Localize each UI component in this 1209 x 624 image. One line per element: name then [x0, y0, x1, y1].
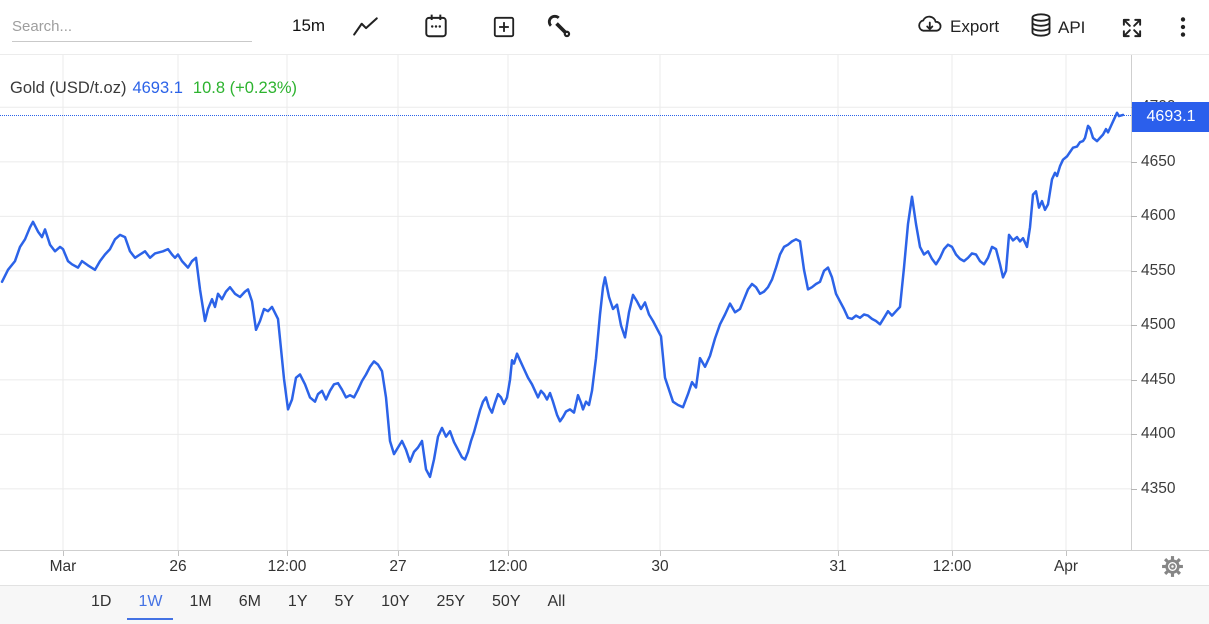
range-tab-1y[interactable]: 1Y	[287, 593, 308, 610]
compare-add-button[interactable]	[491, 14, 517, 40]
y-axis-tick	[1131, 380, 1137, 381]
x-axis-label: 12:00	[488, 558, 528, 575]
y-axis-label: 4350	[1141, 480, 1176, 497]
y-axis-label: 4400	[1141, 425, 1176, 442]
x-axis-label: 12:00	[267, 558, 307, 575]
kebab-menu-icon	[1170, 17, 1196, 43]
range-tab-25y[interactable]: 25Y	[436, 593, 466, 610]
export-label: Export	[950, 16, 1000, 36]
x-axis-label: 31	[829, 558, 847, 575]
search-input[interactable]	[12, 12, 252, 42]
calendar-button[interactable]	[423, 13, 449, 40]
plus-square-icon	[491, 16, 517, 43]
range-tab-1w[interactable]: 1W	[127, 586, 174, 620]
y-axis-label: 4450	[1141, 371, 1176, 388]
y-axis-tick	[1131, 325, 1137, 326]
y-axis-label: 4500	[1141, 316, 1176, 333]
range-tab-10y[interactable]: 10Y	[381, 593, 410, 610]
export-button[interactable]: Export	[916, 13, 999, 40]
price-change: 10.8 (+0.23%)	[192, 79, 298, 97]
range-tab-1d[interactable]: 1D	[91, 593, 112, 610]
settings-button[interactable]	[1160, 554, 1185, 579]
wrench-icon	[547, 14, 573, 43]
y-axis-tick	[1131, 216, 1137, 217]
toolbar: 15m	[0, 0, 1209, 55]
line-chart-icon	[352, 17, 380, 42]
chart-type-button[interactable]	[352, 15, 380, 39]
api-button[interactable]: API	[1030, 13, 1085, 42]
fullscreen-button[interactable]	[1119, 15, 1145, 41]
x-axis-tick	[838, 551, 839, 556]
y-axis-tick	[1131, 489, 1137, 490]
y-axis-tick	[1131, 434, 1137, 435]
y-axis: 47004650460045504500445044004350 4693.1	[1131, 55, 1209, 550]
chart-legend: Gold (USD/t.oz) 4693.1 10.8 (+0.23%)	[10, 79, 297, 98]
y-axis-label: 4600	[1141, 207, 1176, 224]
y-axis-label: 4650	[1141, 153, 1176, 170]
range-tab-5y[interactable]: 5Y	[334, 593, 355, 610]
x-axis-label: 12:00	[932, 558, 972, 575]
tools-button[interactable]	[547, 14, 573, 40]
x-axis-label: 30	[651, 558, 669, 575]
chart-region: Gold (USD/t.oz)4693.110.8 (+0.23%) 47004…	[0, 55, 1209, 550]
x-axis-tick	[398, 551, 399, 556]
range-tab-1m[interactable]: 1M	[189, 593, 212, 610]
x-axis-tick	[178, 551, 179, 556]
last-price: 4693.1	[132, 79, 183, 97]
y-axis-tick	[1131, 162, 1137, 163]
range-tabs: 1D 1W 1M 6M 1Y 5Y 10Y 25Y 50Y All	[0, 585, 1209, 624]
x-axis-tick	[952, 551, 953, 556]
x-axis: Mar 26 12:00 27 12:00 30 31 12:00 Apr	[0, 550, 1209, 585]
api-label: API	[1058, 17, 1086, 37]
x-axis-tick	[1066, 551, 1067, 556]
interval-selector[interactable]: 15m	[292, 16, 326, 35]
x-axis-tick	[508, 551, 509, 556]
x-axis-tick	[660, 551, 661, 556]
x-axis-label: Mar	[49, 558, 77, 575]
x-axis-tick	[287, 551, 288, 556]
x-axis-label: Apr	[1053, 558, 1079, 575]
gear-icon	[1160, 556, 1185, 582]
range-tab-6m[interactable]: 6M	[238, 593, 261, 610]
range-tab-50y[interactable]: 50Y	[492, 593, 521, 610]
x-axis-label: 27	[389, 558, 407, 575]
calendar-icon	[423, 14, 449, 43]
fullscreen-expand-icon	[1119, 18, 1145, 44]
current-price-badge: 4693.1	[1132, 102, 1209, 132]
y-axis-label: 4550	[1141, 262, 1176, 279]
more-menu-button[interactable]	[1170, 14, 1196, 40]
y-axis-tick	[1131, 271, 1137, 272]
price-chart[interactable]: Gold (USD/t.oz) 4693.1 10.8 (+0.23%)	[0, 55, 1131, 550]
range-tab-all[interactable]: All	[547, 593, 566, 610]
instrument-name: Gold (USD/t.oz)	[10, 79, 127, 97]
cloud-download-icon	[916, 13, 944, 40]
x-axis-tick	[63, 551, 64, 556]
database-icon	[1030, 13, 1052, 42]
current-price-line	[0, 115, 1131, 116]
chart-canvas	[0, 55, 1131, 550]
x-axis-label: 26	[169, 558, 187, 575]
